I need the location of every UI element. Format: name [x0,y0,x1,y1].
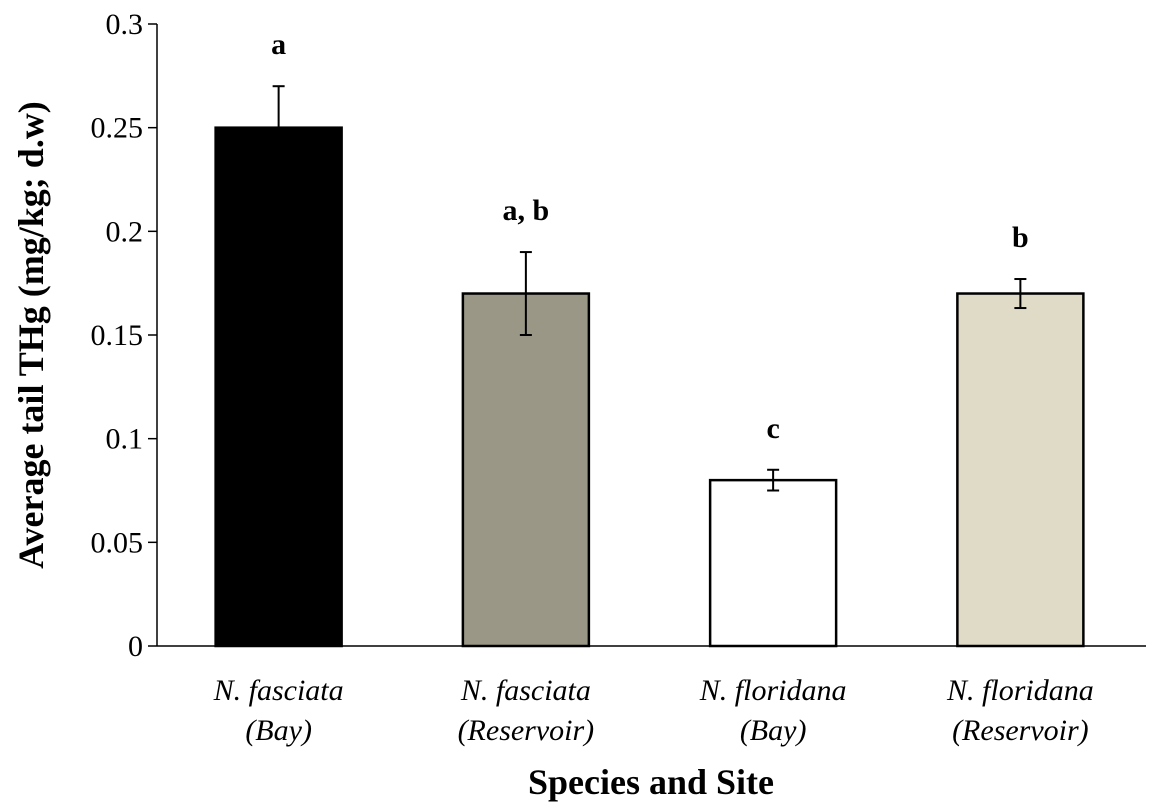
significance-label: c [766,412,779,445]
significance-label: a, b [503,194,550,227]
y-tick-label: 0.25 [91,112,144,145]
x-tick-label-line1: N. floridana [699,674,847,707]
y-axis-title: Average tail THg (mg/kg; d.w) [11,101,51,569]
x-axis-title: Species and Site [528,762,774,802]
x-tick-label-line1: N. floridana [946,674,1094,707]
x-tick-label-line2: (Bay) [245,714,312,747]
y-tick-label: 0.15 [91,319,144,352]
error-bar [519,251,532,336]
bar [708,478,838,648]
y-tick-label: 0 [128,630,143,663]
bars [214,126,1085,648]
error-bar [272,85,285,171]
y-ticks: 0 0.05 0.1 0.15 0.2 0.25 0.3 [91,8,157,663]
x-tick-label-line1: N. fasciata [460,674,591,707]
significance-label: a [271,28,286,61]
x-tick-label-line2: (Reservoir) [952,714,1089,747]
bar [461,292,591,648]
x-tick-labels: N. fasciata (Bay) N. fasciata (Reservoir) N.… [213,674,1094,747]
bar [214,126,343,648]
error-bar [1014,278,1027,310]
x-tick-label-line2: (Reservoir) [458,714,595,747]
bar [956,292,1085,648]
error-bar [767,468,780,492]
error-bars [272,85,1027,492]
x-tick-label-line1: N. fasciata [213,674,344,707]
significance-labels: a a, b c b [271,28,1029,445]
y-tick-label: 0.2 [106,215,144,248]
y-tick-label: 0.05 [91,526,144,559]
y-tick-label: 0.1 [106,423,144,456]
significance-label: b [1012,221,1029,254]
x-tick-label-line2: (Bay) [740,714,807,747]
y-tick-label: 0.3 [106,8,144,41]
